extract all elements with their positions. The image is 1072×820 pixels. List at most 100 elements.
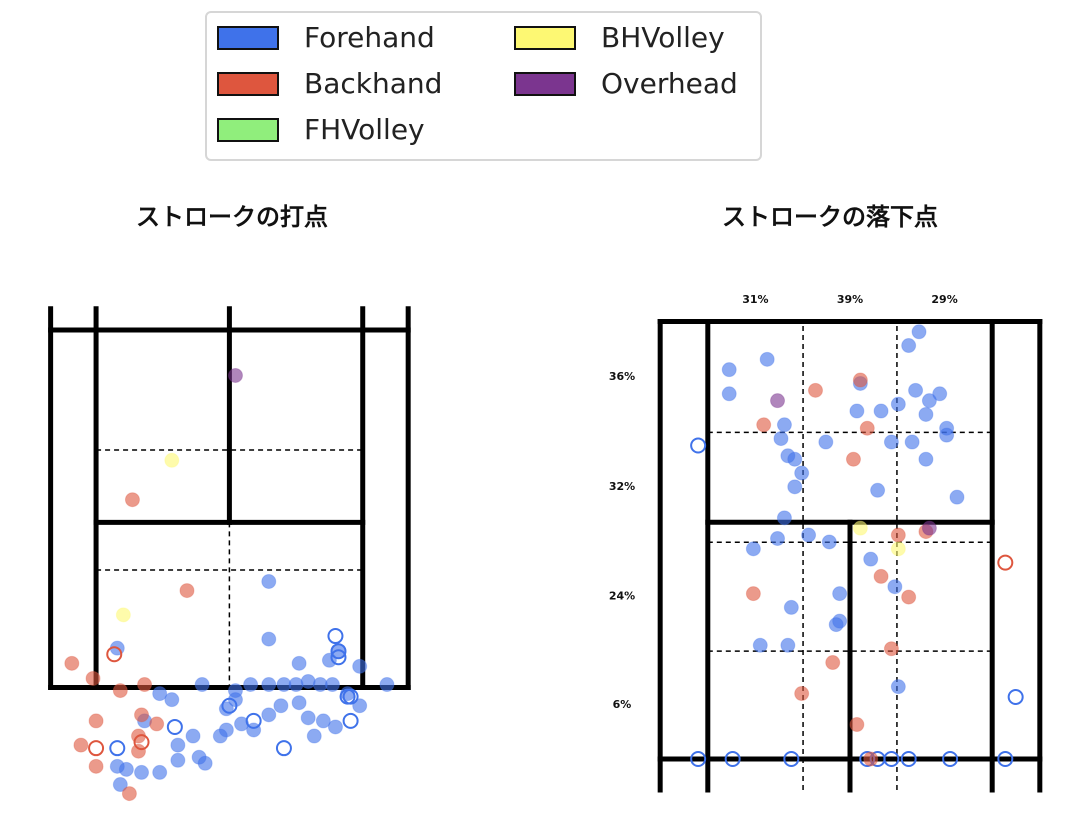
legend-label: Backhand bbox=[304, 67, 442, 100]
point bbox=[261, 574, 277, 590]
point bbox=[870, 482, 886, 498]
point bbox=[949, 489, 965, 505]
point bbox=[852, 520, 868, 536]
legend-box bbox=[205, 11, 762, 161]
point bbox=[306, 728, 322, 744]
chart-title: ストロークの打点 bbox=[136, 203, 328, 231]
point bbox=[121, 786, 137, 802]
point bbox=[88, 740, 105, 757]
point bbox=[783, 750, 800, 767]
legend-swatch bbox=[217, 26, 279, 50]
zone-percent: 32% bbox=[609, 480, 635, 493]
point bbox=[859, 420, 875, 436]
point bbox=[88, 713, 104, 729]
point bbox=[352, 698, 368, 714]
point bbox=[721, 362, 737, 378]
point bbox=[73, 737, 89, 753]
point bbox=[330, 643, 347, 660]
point bbox=[752, 637, 768, 653]
point bbox=[921, 520, 937, 536]
point bbox=[721, 386, 737, 402]
point bbox=[109, 758, 125, 774]
legend-swatch bbox=[514, 26, 576, 50]
point bbox=[85, 670, 101, 686]
point bbox=[890, 679, 906, 695]
point bbox=[794, 465, 810, 481]
point bbox=[327, 719, 343, 735]
point bbox=[900, 750, 917, 767]
point bbox=[379, 677, 395, 693]
point bbox=[185, 728, 201, 744]
point bbox=[164, 452, 180, 468]
point bbox=[300, 710, 316, 726]
point bbox=[179, 583, 195, 599]
point bbox=[134, 707, 150, 723]
point bbox=[152, 764, 168, 780]
point bbox=[218, 701, 234, 717]
point bbox=[261, 707, 277, 723]
point bbox=[849, 717, 865, 733]
point bbox=[291, 655, 307, 671]
point bbox=[756, 417, 772, 433]
point bbox=[291, 695, 307, 711]
point bbox=[832, 586, 848, 602]
point bbox=[690, 750, 707, 767]
point bbox=[901, 589, 917, 605]
legend-swatch bbox=[217, 72, 279, 96]
zone-percent: 31% bbox=[742, 293, 768, 306]
point bbox=[218, 722, 234, 738]
zone-percent: 36% bbox=[609, 370, 635, 383]
point bbox=[883, 641, 899, 657]
point bbox=[997, 554, 1014, 571]
point bbox=[873, 403, 889, 419]
point bbox=[783, 599, 799, 615]
point bbox=[890, 396, 906, 412]
point bbox=[863, 551, 879, 567]
point bbox=[845, 451, 861, 467]
point bbox=[152, 686, 168, 702]
point bbox=[170, 737, 186, 753]
point bbox=[745, 586, 761, 602]
point bbox=[825, 655, 841, 671]
legend-label: BHVolley bbox=[601, 21, 725, 54]
point bbox=[776, 417, 792, 433]
point bbox=[883, 434, 899, 450]
point bbox=[197, 755, 213, 771]
point bbox=[921, 393, 937, 409]
point bbox=[904, 434, 920, 450]
legend-swatch bbox=[217, 118, 279, 142]
point bbox=[939, 427, 955, 443]
point bbox=[342, 712, 359, 729]
point bbox=[724, 750, 741, 767]
point bbox=[918, 406, 934, 422]
point bbox=[234, 716, 250, 732]
point bbox=[887, 579, 903, 595]
point bbox=[780, 637, 796, 653]
point bbox=[327, 628, 344, 645]
point bbox=[1007, 688, 1024, 705]
zone-percent: 29% bbox=[931, 293, 957, 306]
point bbox=[275, 740, 292, 757]
point bbox=[109, 740, 126, 757]
point bbox=[149, 716, 165, 732]
point bbox=[166, 718, 183, 735]
chart-title: ストロークの落下点 bbox=[722, 203, 938, 231]
point bbox=[164, 692, 180, 708]
legend-label: Overhead bbox=[601, 67, 738, 100]
point bbox=[828, 617, 844, 633]
point bbox=[106, 646, 123, 663]
point bbox=[911, 324, 927, 340]
point bbox=[873, 568, 889, 584]
point bbox=[170, 752, 186, 768]
zone-percent: 39% bbox=[837, 293, 863, 306]
point bbox=[243, 677, 259, 693]
legend-swatch bbox=[514, 72, 576, 96]
point bbox=[134, 764, 150, 780]
point bbox=[794, 686, 810, 702]
zone-percent: 6% bbox=[613, 698, 632, 711]
point bbox=[821, 534, 837, 550]
point bbox=[759, 351, 775, 367]
point bbox=[324, 677, 340, 693]
point bbox=[112, 683, 128, 699]
